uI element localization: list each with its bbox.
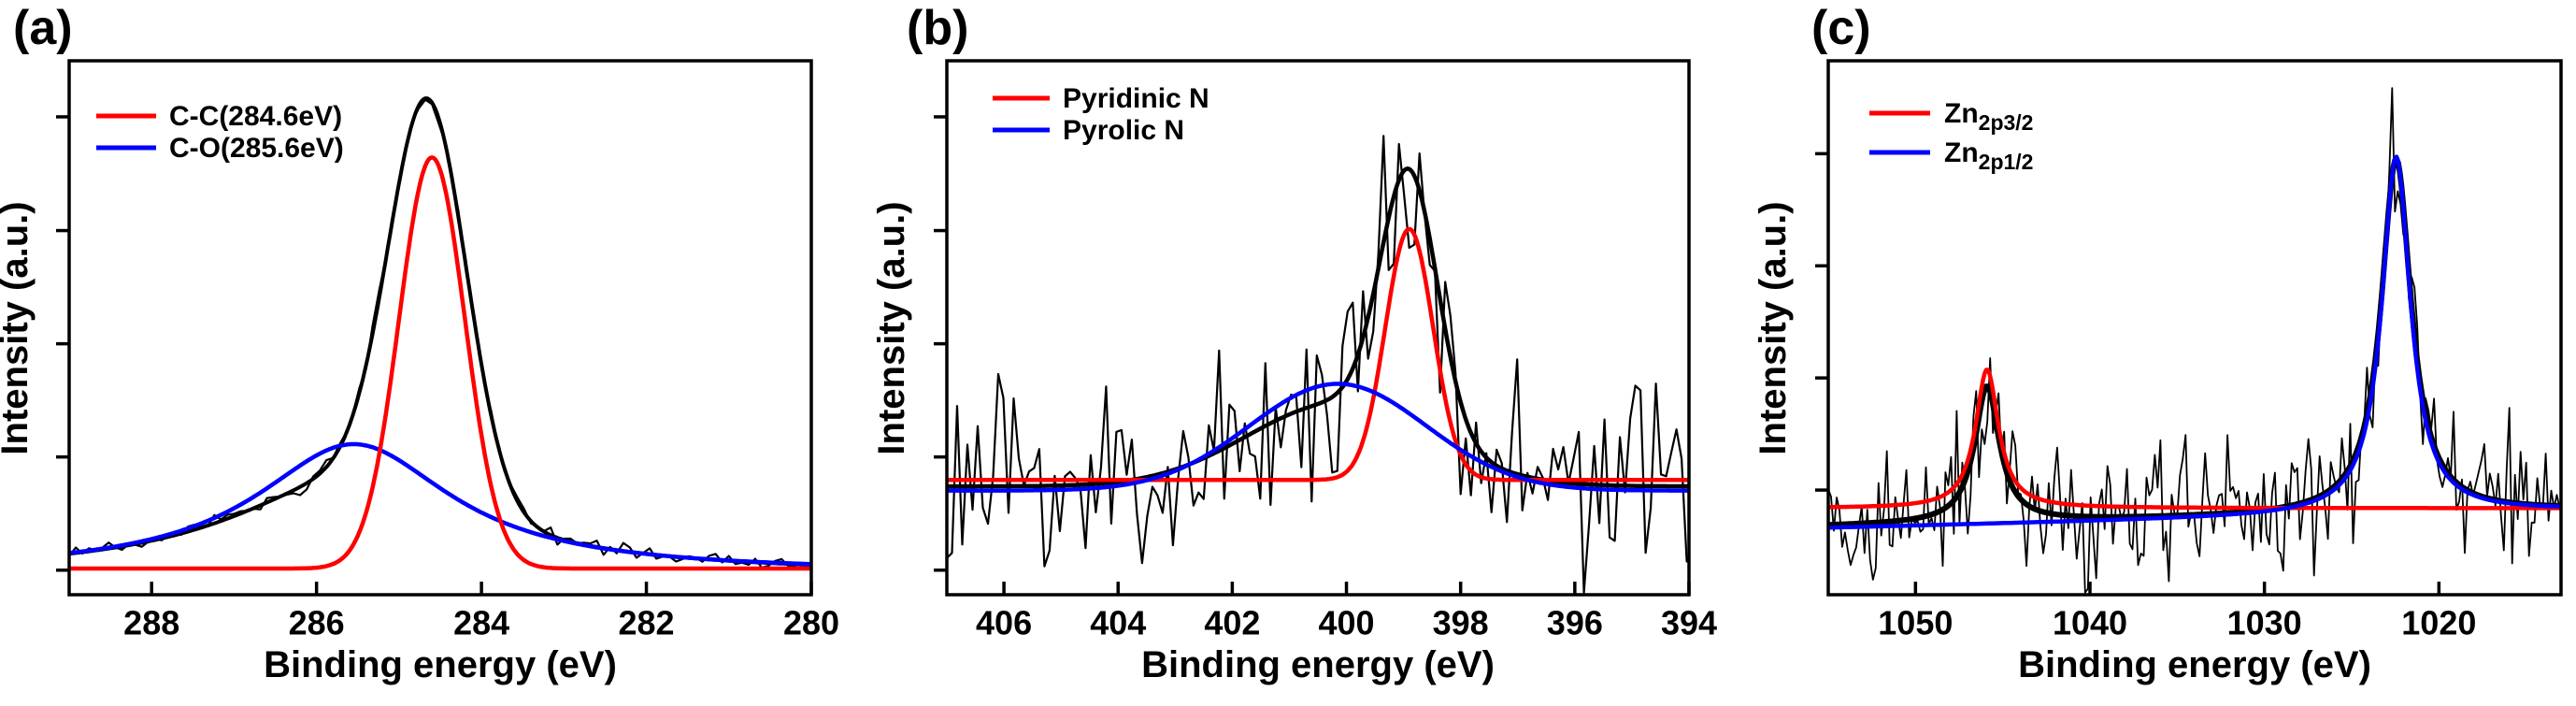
x-tick-label: 284: [453, 603, 509, 641]
curves-group: [1828, 87, 2561, 594]
panel-label: (b): [907, 1, 968, 55]
x-tick-label: 398: [1433, 603, 1489, 641]
legend-label: C-O(285.6eV): [169, 133, 344, 164]
fit-curve-panel-b: [947, 382, 1689, 493]
fit-curve-panel-b: [947, 166, 1689, 489]
x-tick-label: 1020: [2401, 603, 2476, 641]
x-tick-label: 1040: [2053, 603, 2127, 641]
curves-group: [69, 96, 811, 571]
x-tick-label: 394: [1661, 603, 1717, 641]
xps-panel-c: 1050 1040 1030 1020 (c) Binding energy (eV) In…: [1753, 1, 2563, 685]
x-tick-label: 280: [783, 603, 839, 641]
x-tick-label: 288: [123, 603, 179, 641]
curves-group: [947, 135, 1689, 594]
y-axis-title: Intensity (a.u.): [1753, 201, 1794, 454]
xps-panel-a: 288 286 284 282 280 (a) Binding energy (eV) Int…: [0, 1, 839, 685]
legend-label: C-C(284.6eV): [169, 101, 342, 132]
x-tick-label: 1030: [2227, 603, 2302, 641]
panel-label: (a): [13, 1, 73, 55]
x-tick-label: 402: [1204, 603, 1260, 641]
plot-border: [67, 59, 813, 597]
legend-label: Zn2p1/2: [1944, 137, 2033, 174]
x-tick-label: 400: [1318, 603, 1374, 641]
x-tick-label: 404: [1090, 603, 1146, 641]
x-tick-label: 1050: [1878, 603, 1953, 641]
fit-curve-panel-a: [69, 441, 811, 567]
plot-border: [945, 59, 1691, 597]
panel-label: (c): [1811, 1, 1871, 55]
legend-label: Pyrolic N: [1063, 115, 1184, 146]
fit-curve-panel-a: [69, 155, 811, 571]
xps-panel-b: 406 404 402 400 398 396 394 (b) Binding energy (…: [871, 1, 1717, 685]
x-tick-label: 396: [1547, 603, 1603, 641]
raw-data-curve-panel-b: [947, 135, 1688, 594]
legend-label: Zn2p3/2: [1944, 98, 2033, 135]
x-tick-label: 406: [976, 603, 1032, 641]
x-axis-title: Binding energy (eV): [1141, 644, 1495, 685]
fit-curve-panel-b: [947, 226, 1689, 483]
x-axis-title: Binding energy (eV): [264, 644, 617, 685]
x-axis-title: Binding energy (eV): [2018, 644, 2371, 685]
fit-curve-panel-c: [1828, 367, 2561, 511]
plot-border: [1826, 59, 2563, 597]
fit-curve-panel-c: [1828, 154, 2561, 530]
legend-label: Pyridinic N: [1063, 83, 1209, 114]
y-axis-title: Intensity (a.u.): [0, 201, 36, 454]
x-tick-label: 286: [289, 603, 345, 641]
x-tick-label: 282: [619, 603, 675, 641]
y-axis-title: Intensity (a.u.): [871, 201, 912, 454]
